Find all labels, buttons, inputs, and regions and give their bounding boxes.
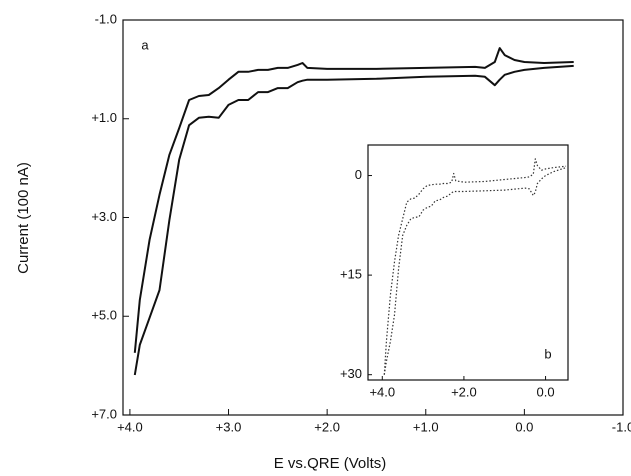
y-tick-label: +30	[340, 366, 362, 381]
x-tick-label: -1.0	[612, 419, 631, 434]
cv-trace	[133, 47, 574, 353]
cv-trace	[133, 64, 574, 376]
y-tick-label: +3.0	[91, 209, 117, 224]
plot-frame	[367, 144, 569, 381]
x-tick-label: +4.0	[369, 384, 395, 399]
y-axis-label: Current (100 nA)	[15, 162, 32, 274]
panel-label: b	[544, 346, 551, 361]
y-tick-label: +7.0	[91, 406, 117, 421]
x-tick-label: +2.0	[451, 384, 477, 399]
x-tick-label: +3.0	[216, 419, 242, 434]
x-axis-label: E vs.QRE (Volts)	[274, 455, 387, 472]
y-tick-label: +1.0	[91, 110, 117, 125]
x-tick-label: +2.0	[314, 419, 340, 434]
x-tick-label: 0.0	[537, 384, 555, 399]
panel-label: a	[141, 37, 149, 52]
y-tick-label: -1.0	[95, 11, 117, 26]
x-tick-label: +4.0	[117, 419, 143, 434]
y-tick-label: +15	[340, 267, 362, 282]
x-tick-label: +1.0	[413, 419, 439, 434]
y-tick-label: +5.0	[91, 308, 117, 323]
x-tick-label: 0.0	[515, 419, 533, 434]
y-tick-label: 0	[355, 167, 362, 182]
